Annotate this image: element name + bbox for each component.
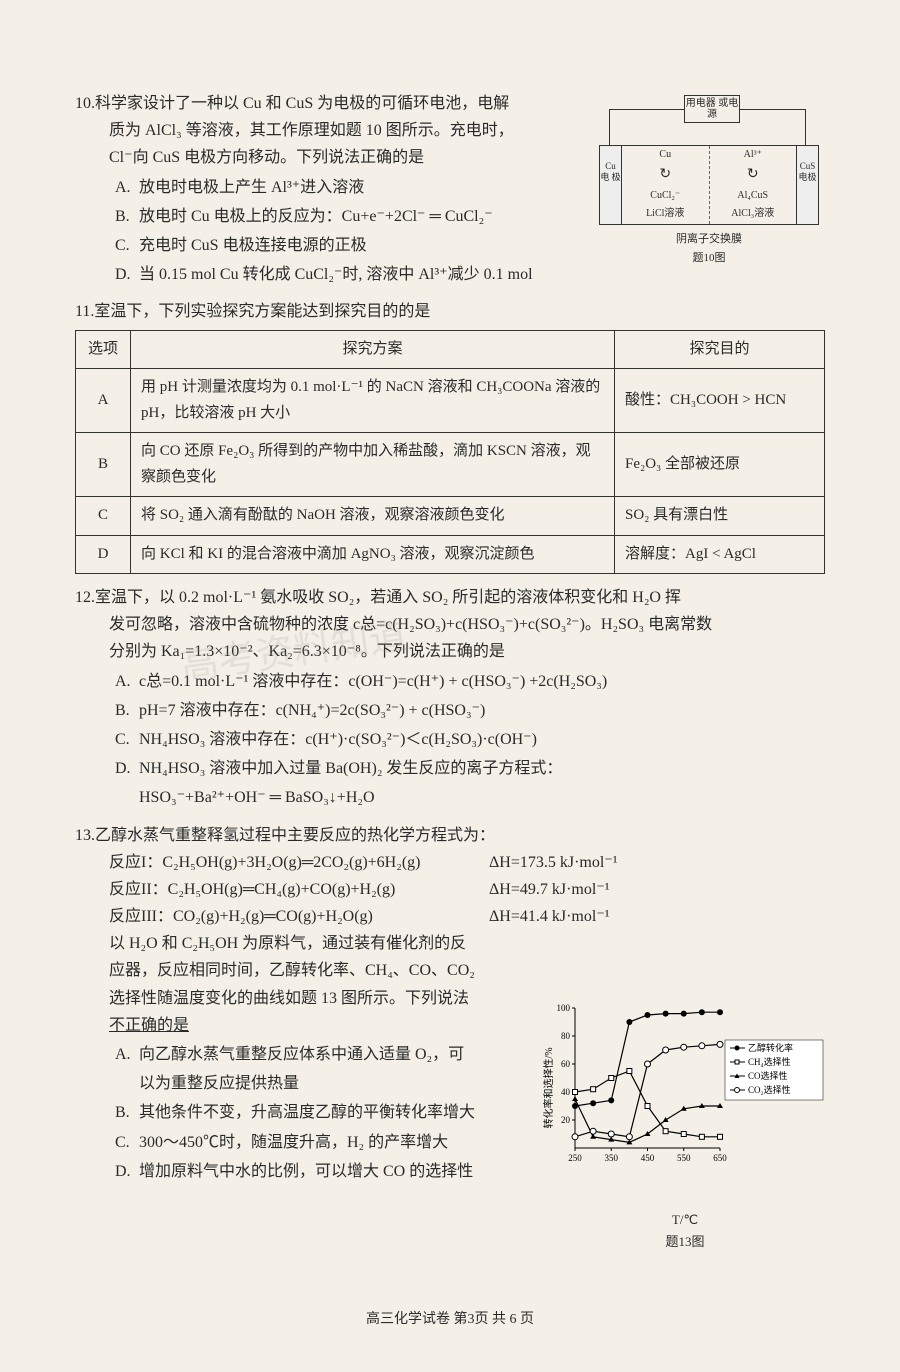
q12-text-line3: 分别为 Ka₁=1.3×10⁻²、Ka₂=6.3×10⁻⁸。下列说法正确的是 — [75, 638, 825, 665]
svg-text:100: 100 — [557, 1003, 571, 1013]
svg-text:350: 350 — [605, 1153, 619, 1163]
q13-chart: 转化率和选择性/% 20 40 60 80 100 250 350 450 550 650 乙醇转化率… — [540, 988, 830, 1198]
table-row: B向 CO 还原 Fe₂O₃ 所得到的产物中加入稀盐酸，滴加 KSCN 溶液，观… — [76, 433, 825, 497]
svg-text:CH₄选择性: CH₄选择性 — [748, 1056, 791, 1067]
question-11: 11. 室温下，下列实验探究方案能达到探究目的的是 选项 探究方案 探究目的 A… — [75, 298, 825, 574]
q13-number: 13. — [75, 822, 95, 849]
q11-text: 室温下，下列实验探究方案能达到探究目的的是 — [94, 298, 825, 325]
q13-text-line3: 应器，反应相同时间，乙醇转化率、CH₄、CO、CO₂ — [75, 957, 825, 984]
q11-number: 11. — [75, 298, 94, 325]
diagram-caption: 阴离子交换膜 题10图 — [599, 230, 819, 267]
cu-electrode: Cu 电 极 — [600, 146, 622, 224]
q12-text-line1: 室温下，以 0.2 mol·L⁻¹ 氨水吸收 SO₂，若通入 SO₂ 所引起的溶… — [95, 584, 825, 611]
q12-option-d: D.NH₄HSO₃ 溶液中加入过量 Ba(OH)₂ 发生反应的离子方程式： — [75, 755, 825, 782]
page-footer: 高三化学试卷 第3页 共 6 页 — [75, 1308, 825, 1332]
q13-text-line2: 以 H₂O 和 C₂H₅OH 为原料气，通过装有催化剂的反 — [75, 930, 825, 957]
q12-text-line2: 发可忽略，溶液中含硫物种的浓度 c总=c(H₂SO₃)+c(HSO₃⁻)+c(S… — [75, 611, 825, 638]
q13-reaction-2: 反应II：C₂H₅OH(g)═CH₄(g)+CO(g)+H₂(g) ΔH=49.… — [75, 876, 825, 903]
question-12: 12. 室温下，以 0.2 mol·L⁻¹ 氨水吸收 SO₂，若通入 SO₂ 所… — [75, 584, 825, 812]
cus-electrode: CuS 电极 — [796, 146, 818, 224]
q12-option-c: C.NH₄HSO₃ 溶液中存在：c(H⁺)·c(SO₃²⁻)＜c(H₂SO₃)·… — [75, 726, 825, 753]
q13-reaction-3: 反应III：CO₂(g)+H₂(g)═CO(g)+H₂O(g) ΔH=41.4 … — [75, 903, 825, 930]
q13-text-line1: 乙醇水蒸气重整释氢过程中主要反应的热化学方程式为： — [95, 822, 825, 849]
left-chamber: Cu ↻ CuCl₂⁻ LiCl溶液 — [622, 146, 710, 224]
q12-option-d-eq: HSO₃⁻+Ba²⁺+OH⁻ ═ BaSO₃↓+H₂O — [75, 784, 825, 811]
table-row: D向 KCl 和 KI 的混合溶液中滴加 AgNO₃ 溶液，观察沉淀颜色溶解度：… — [76, 535, 825, 574]
svg-text:乙醇转化率: 乙醇转化率 — [748, 1042, 793, 1053]
q11-table: 选项 探究方案 探究目的 A用 pH 计测量浓度均为 0.1 mol·L⁻¹ 的… — [75, 330, 825, 575]
svg-text:80: 80 — [561, 1031, 571, 1041]
q10-number: 10. — [75, 90, 95, 117]
svg-text:450: 450 — [641, 1153, 655, 1163]
q12-option-a: A.c总=0.1 mol·L⁻¹ 溶液中存在：c(OH⁻)=c(H⁺) + c(… — [75, 668, 825, 695]
table-row: C将 SO₂ 通入滴有酚酞的 NaOH 溶液，观察溶液颜色变化SO₂ 具有漂白性 — [76, 497, 825, 536]
svg-text:650: 650 — [713, 1153, 727, 1163]
svg-text:转化率和选择性/%: 转化率和选择性/% — [542, 1047, 555, 1128]
right-chamber: Al³⁺ ↻ Al₄CuS AlCl₃溶液 — [710, 146, 797, 224]
svg-text:550: 550 — [677, 1153, 691, 1163]
svg-text:60: 60 — [561, 1059, 571, 1069]
q12-option-b: B.pH=7 溶液中存在：c(NH₄⁺)=2c(SO₃²⁻) + c(HSO₃⁻… — [75, 697, 825, 724]
svg-text:CO₂选择性: CO₂选择性 — [748, 1084, 791, 1095]
table-row: A用 pH 计测量浓度均为 0.1 mol·L⁻¹ 的 NaCN 溶液和 CH₃… — [76, 369, 825, 433]
table-header-row: 选项 探究方案 探究目的 — [76, 330, 825, 369]
chart-svg: 转化率和选择性/% 20 40 60 80 100 250 350 450 550 650 乙醇转化率… — [540, 988, 830, 1198]
svg-text:20: 20 — [561, 1115, 571, 1125]
svg-text:40: 40 — [561, 1087, 571, 1097]
svg-text:250: 250 — [568, 1153, 582, 1163]
svg-text:CO选择性: CO选择性 — [748, 1070, 788, 1081]
q10-circuit-diagram: 用电器 或电源 Cu 电 极 Cu ↻ CuCl₂⁻ LiCl溶液 Al³⁺ ↻… — [599, 95, 825, 255]
q12-number: 12. — [75, 584, 95, 611]
diagram-top-box: 用电器 或电源 — [684, 95, 740, 123]
q13-reaction-1: 反应I：C₂H₅OH(g)+3H₂O(g)═2CO₂(g)+6H₂(g) ΔH=… — [75, 849, 825, 876]
